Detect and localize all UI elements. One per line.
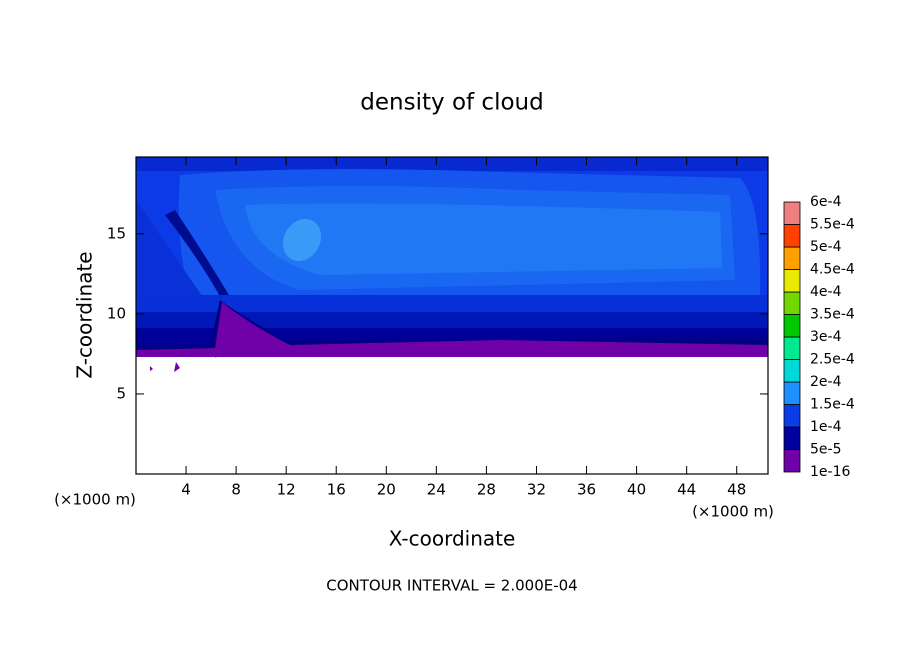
x-tick-label: 8	[231, 481, 241, 499]
colorbar-box	[783, 269, 801, 293]
x-tick-label: 12	[277, 481, 296, 499]
annotation: CONTOUR INTERVAL = 2.000E-04	[326, 577, 577, 595]
x-tick-label: 32	[527, 481, 546, 499]
x-tick-label: 28	[477, 481, 496, 499]
colorbar-box	[783, 314, 801, 338]
colorbar-box	[783, 201, 801, 225]
colorbar-label: 5.5e-4	[810, 217, 855, 233]
chart-title: density of cloud	[360, 90, 543, 116]
colorbar-label: 4.5e-4	[810, 262, 855, 278]
colorbar-label: 2.5e-4	[810, 352, 855, 368]
x-tick-label: 36	[577, 481, 596, 499]
colorbar-box	[783, 224, 801, 248]
y-tick-label: 15	[107, 224, 126, 242]
x-tick-label: 40	[627, 481, 646, 499]
colorbar-label: 4e-4	[810, 284, 842, 300]
colorbar-label: 6e-4	[810, 194, 842, 210]
colorbar-label: 5e-5	[810, 442, 841, 458]
colorbar-box	[783, 359, 801, 383]
x-tick-label: 48	[727, 481, 746, 499]
colorbar-box	[783, 449, 801, 473]
colorbar-label: 5e-4	[810, 239, 842, 255]
y-unit-label: (×1000 m)	[54, 491, 136, 509]
y-tick-label: 10	[107, 304, 126, 322]
x-unit-label: (×1000 m)	[692, 503, 774, 521]
colorbar-box	[783, 381, 801, 405]
colorbar-label: 2e-4	[810, 374, 842, 390]
colorbar-box	[783, 426, 801, 450]
x-tick-label: 16	[327, 481, 346, 499]
colorbar-box	[783, 336, 801, 360]
y-axis-label: Z-coordinate	[73, 251, 97, 378]
colorbar-box	[783, 291, 801, 315]
colorbar-box	[783, 404, 801, 428]
plot-frame	[135, 156, 769, 475]
colorbar-label: 3e-4	[810, 329, 842, 345]
x-tick-label: 44	[677, 481, 696, 499]
colorbar-label: 3.5e-4	[810, 307, 855, 323]
x-tick-label: 20	[377, 481, 396, 499]
x-tick-label: 24	[427, 481, 446, 499]
colorbar-label: 1e-16	[810, 464, 850, 480]
colorbar-box	[783, 246, 801, 270]
x-axis-label: X-coordinate	[389, 527, 516, 551]
colorbar-label: 1e-4	[810, 419, 842, 435]
colorbar-label: 1.5e-4	[810, 397, 855, 413]
y-tick-label: 5	[116, 384, 126, 402]
contour-field	[136, 157, 768, 372]
x-tick-label: 4	[181, 481, 191, 499]
